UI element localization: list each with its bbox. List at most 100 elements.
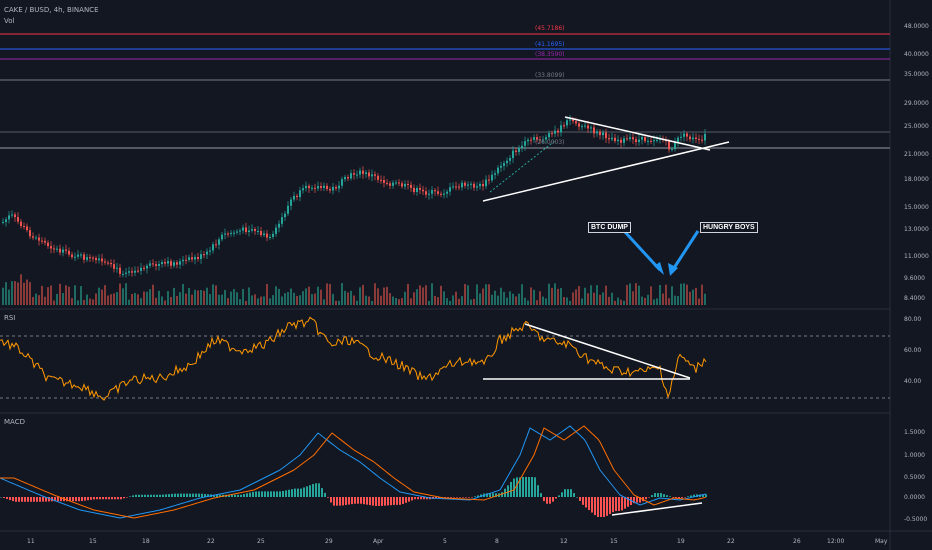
macd-histogram-bar	[189, 493, 191, 497]
volume-bar	[593, 292, 595, 305]
volume-bar	[20, 274, 22, 305]
volume-bar	[554, 283, 556, 305]
candle-body	[491, 174, 493, 181]
volume-bar	[218, 294, 220, 305]
macd-histogram-bar	[663, 494, 665, 497]
rsi-label[interactable]: RSI	[4, 314, 16, 322]
candle-body	[671, 149, 673, 151]
macd-histogram-bar	[522, 477, 524, 497]
volume-bar	[620, 299, 622, 305]
volume-bar	[641, 296, 643, 305]
volume-bar	[422, 287, 424, 305]
macd-histogram-bar	[264, 491, 266, 497]
candle-body	[101, 258, 103, 262]
symbol-title[interactable]: CAKE / BUSD, 4h, BINANCE	[4, 6, 99, 14]
candle-body	[353, 173, 355, 175]
macd-histogram-bar	[336, 497, 338, 506]
candle-body	[569, 119, 571, 121]
hungry-boys-annotation[interactable]: HUNGRY BOYS	[700, 222, 758, 233]
candle-body	[224, 233, 226, 235]
volume-bar	[284, 293, 286, 305]
volume-bar	[41, 285, 43, 305]
volume-bar	[254, 294, 256, 305]
candle-body	[674, 142, 676, 150]
candle-body	[356, 174, 358, 176]
candle-body	[53, 248, 55, 250]
candle-body	[464, 182, 466, 186]
volume-bar	[23, 282, 25, 305]
volume-bar	[551, 287, 553, 305]
candle-body	[458, 186, 460, 188]
volume-bar	[47, 287, 49, 305]
candle-body	[485, 179, 487, 187]
candle-body	[542, 139, 544, 141]
volume-bar	[395, 297, 397, 305]
candle-body	[686, 133, 688, 137]
candle-body	[206, 251, 208, 255]
btc-dump-annotation[interactable]: BTC DUMP	[588, 222, 631, 233]
macd-histogram-bar	[417, 497, 419, 500]
volume-bar	[602, 292, 604, 305]
volume-bar	[665, 284, 667, 305]
macd-histogram-bar	[24, 497, 26, 502]
macd-histogram-bar	[591, 497, 593, 513]
candle-body	[152, 263, 154, 265]
candle-body	[617, 139, 619, 142]
time-tick: 5	[443, 538, 447, 545]
volume-bar	[59, 283, 61, 305]
volume-bar	[155, 297, 157, 305]
volume-bar	[458, 298, 460, 305]
level-label-2: (41.1695)	[535, 41, 565, 48]
volume-bar	[263, 296, 265, 305]
macd-histogram-bar	[537, 485, 539, 497]
candle-body	[605, 132, 607, 139]
macd-histogram-bar	[33, 497, 35, 502]
candle-body	[284, 213, 286, 218]
macd-histogram-bar	[195, 493, 197, 497]
macd-histogram-bar	[492, 493, 494, 497]
macd-histogram-bar	[180, 493, 182, 497]
macd-histogram-bar	[297, 488, 299, 497]
macd-histogram-bar	[612, 497, 614, 513]
macd-histogram-bar	[201, 493, 203, 497]
volume-bar	[215, 285, 217, 305]
candle-body	[98, 258, 100, 261]
volume-bar	[542, 296, 544, 305]
candle-body	[281, 217, 283, 224]
macd-histogram-bar	[270, 491, 272, 497]
candle-body	[701, 139, 703, 141]
candle-body	[479, 183, 481, 187]
macd-histogram-bar	[687, 496, 689, 497]
volume-bar	[194, 289, 196, 305]
volume-bar	[29, 282, 31, 305]
macd-label[interactable]: MACD	[4, 418, 25, 426]
volume-bar	[635, 283, 637, 305]
candle-body	[560, 125, 562, 133]
macd-histogram-bar	[357, 497, 359, 504]
volume-bar	[176, 295, 178, 305]
macd-histogram-bar	[312, 484, 314, 497]
candle-body	[242, 227, 244, 231]
time-tick: 26	[793, 538, 801, 545]
volume-bar	[38, 295, 40, 305]
macd-histogram-bar	[438, 497, 440, 499]
candle-body	[410, 184, 412, 188]
macd-histogram-bar	[576, 497, 578, 498]
candle-body	[35, 237, 37, 239]
candle-body	[467, 184, 469, 186]
macd-histogram-bar	[597, 497, 599, 517]
volume-bar	[359, 287, 361, 305]
volume-bar	[647, 294, 649, 305]
candle-body	[143, 267, 145, 269]
macd-histogram-bar	[534, 477, 536, 497]
volume-bar	[698, 298, 700, 305]
macd-histogram-bar	[81, 497, 83, 502]
volume-bar	[251, 295, 253, 305]
volume-bar	[314, 293, 316, 305]
volume-bar	[11, 281, 13, 305]
volume-bar	[53, 300, 55, 305]
volume-bar	[14, 281, 16, 305]
macd-histogram-bar	[465, 497, 467, 498]
volume-bar	[626, 285, 628, 305]
